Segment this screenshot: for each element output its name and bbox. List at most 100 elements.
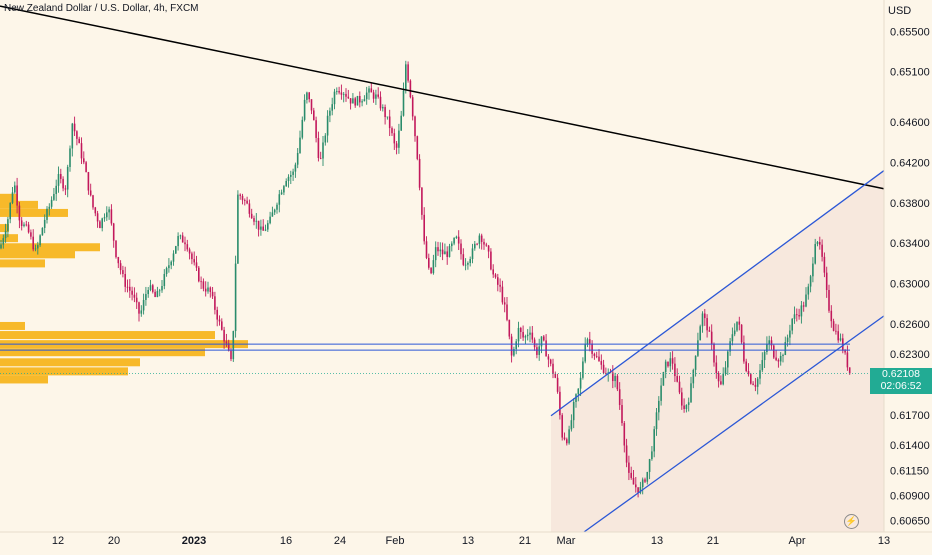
candle-body[interactable] bbox=[129, 286, 131, 291]
candle-body[interactable] bbox=[9, 202, 11, 220]
candle-body[interactable] bbox=[451, 243, 453, 247]
candle-body[interactable] bbox=[632, 477, 635, 485]
candle-body[interactable] bbox=[175, 246, 177, 254]
candle-body[interactable] bbox=[660, 385, 662, 401]
candle-body[interactable] bbox=[690, 383, 692, 403]
candle-body[interactable] bbox=[122, 270, 124, 274]
candle-body[interactable] bbox=[216, 309, 218, 320]
candle-body[interactable] bbox=[384, 107, 386, 118]
candle-body[interactable] bbox=[388, 116, 391, 129]
candle-body[interactable] bbox=[768, 340, 770, 344]
candle-body[interactable] bbox=[437, 247, 439, 252]
candle-body[interactable] bbox=[476, 243, 478, 245]
candle-body[interactable] bbox=[676, 376, 678, 382]
candle-body[interactable] bbox=[460, 243, 462, 255]
candle-body[interactable] bbox=[409, 80, 412, 98]
candle-body[interactable] bbox=[628, 462, 630, 473]
candle-body[interactable] bbox=[835, 330, 837, 332]
candle-body[interactable] bbox=[480, 235, 483, 242]
channel-upper-line[interactable] bbox=[550, 170, 885, 417]
candle-body[interactable] bbox=[701, 313, 704, 327]
candle-body[interactable] bbox=[738, 321, 741, 325]
candle-body[interactable] bbox=[156, 291, 159, 297]
candle-body[interactable] bbox=[237, 194, 239, 264]
candle-body[interactable] bbox=[62, 178, 64, 189]
candle-body[interactable] bbox=[595, 355, 598, 357]
candle-body[interactable] bbox=[172, 253, 175, 262]
candle-body[interactable] bbox=[308, 92, 310, 100]
candle-body[interactable] bbox=[154, 291, 156, 297]
candle-body[interactable] bbox=[391, 128, 393, 134]
candle-body[interactable] bbox=[331, 104, 333, 111]
candle-body[interactable] bbox=[324, 135, 327, 143]
candle-body[interactable] bbox=[694, 355, 697, 370]
candle-body[interactable] bbox=[515, 341, 517, 350]
candle-body[interactable] bbox=[133, 294, 136, 298]
candle-body[interactable] bbox=[579, 377, 582, 389]
candle-body[interactable] bbox=[720, 381, 722, 385]
candle-body[interactable] bbox=[796, 314, 798, 316]
candle-body[interactable] bbox=[494, 274, 497, 278]
candle-body[interactable] bbox=[671, 358, 674, 364]
candle-body[interactable] bbox=[536, 347, 538, 355]
candle-body[interactable] bbox=[76, 131, 78, 139]
candle-body[interactable] bbox=[234, 263, 237, 332]
candle-body[interactable] bbox=[287, 176, 290, 182]
candle-body[interactable] bbox=[0, 244, 2, 249]
candle-body[interactable] bbox=[839, 338, 842, 341]
candle-body[interactable] bbox=[301, 119, 304, 138]
candle-body[interactable] bbox=[816, 241, 819, 245]
candle-body[interactable] bbox=[687, 402, 690, 405]
candle-body[interactable] bbox=[761, 360, 764, 371]
candle-body[interactable] bbox=[522, 331, 524, 338]
candle-body[interactable] bbox=[733, 330, 736, 335]
candle-body[interactable] bbox=[490, 251, 492, 270]
candle-body[interactable] bbox=[257, 220, 260, 230]
candle-body[interactable] bbox=[825, 272, 828, 290]
candle-body[interactable] bbox=[759, 370, 761, 379]
drawings[interactable] bbox=[0, 5, 885, 536]
candle-body[interactable] bbox=[814, 244, 816, 264]
candle-body[interactable] bbox=[232, 331, 235, 360]
candle-body[interactable] bbox=[276, 204, 278, 210]
candles[interactable] bbox=[0, 60, 851, 498]
candle-body[interactable] bbox=[823, 256, 826, 273]
candle-body[interactable] bbox=[800, 305, 803, 317]
candle-body[interactable] bbox=[101, 218, 103, 229]
candle-body[interactable] bbox=[736, 321, 738, 331]
candle-body[interactable] bbox=[106, 212, 108, 218]
candle-body[interactable] bbox=[115, 240, 117, 258]
candle-body[interactable] bbox=[508, 319, 511, 337]
candle-body[interactable] bbox=[513, 349, 515, 356]
candle-body[interactable] bbox=[43, 219, 46, 228]
candle-body[interactable] bbox=[501, 286, 504, 303]
candle-body[interactable] bbox=[593, 353, 596, 356]
candle-body[interactable] bbox=[724, 367, 727, 374]
candle-body[interactable] bbox=[329, 110, 331, 116]
candle-body[interactable] bbox=[99, 221, 101, 229]
candle-body[interactable] bbox=[310, 99, 313, 111]
candle-body[interactable] bbox=[50, 199, 53, 207]
candle-body[interactable] bbox=[474, 243, 476, 249]
candle-body[interactable] bbox=[602, 364, 605, 374]
candle-body[interactable] bbox=[349, 98, 352, 104]
candle-body[interactable] bbox=[692, 369, 695, 384]
candle-body[interactable] bbox=[147, 289, 149, 295]
candle-body[interactable] bbox=[372, 92, 375, 99]
candle-body[interactable] bbox=[556, 377, 559, 392]
channel-lower-line[interactable] bbox=[579, 315, 885, 536]
descending-trendline[interactable] bbox=[0, 5, 885, 190]
candle-body[interactable] bbox=[524, 336, 527, 338]
candle-body[interactable] bbox=[752, 383, 754, 385]
candle-body[interactable] bbox=[7, 219, 9, 231]
candle-body[interactable] bbox=[756, 378, 759, 387]
candle-body[interactable] bbox=[566, 439, 568, 444]
candle-body[interactable] bbox=[92, 195, 94, 208]
candle-body[interactable] bbox=[667, 361, 669, 367]
candle-body[interactable] bbox=[793, 314, 796, 319]
candle-body[interactable] bbox=[285, 181, 287, 187]
candle-body[interactable] bbox=[345, 93, 347, 97]
candle-body[interactable] bbox=[600, 361, 603, 365]
